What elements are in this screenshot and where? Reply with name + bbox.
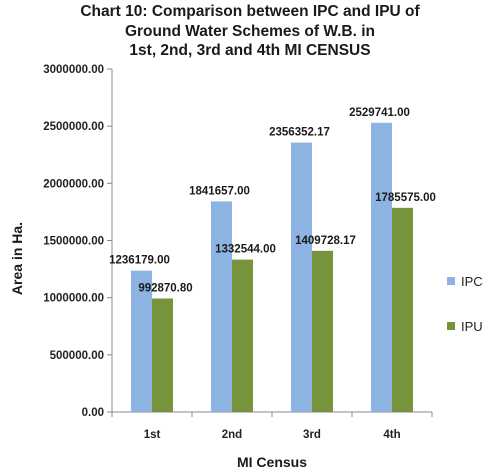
legend-label-ipc: IPC [461,274,483,289]
y-tick-label: 1500000.00 [43,236,104,248]
y-axis-title: Area in Ha. [9,222,25,295]
chart-title-line-3: 1st, 2nd, 3rd and 4th MI CENSUS [129,42,371,59]
data-label-ipu: 1785575.00 [375,192,436,204]
data-label-ipu: 1332544.00 [215,244,276,256]
bar-ipc [131,270,152,412]
data-label-ipu: 1409728.17 [295,235,356,247]
x-tick-label: 2nd [222,429,242,441]
chart-title-line-1: Chart 10: Comparison between IPC and IPU… [80,3,420,20]
bar-ipu [312,250,333,412]
data-label-ipc: 2529741.00 [349,107,410,119]
data-label-ipu: 992870.80 [138,282,192,294]
x-tick-label: 3rd [303,429,321,441]
chart-title-line-2: Ground Water Schemes of W.B. in [124,22,376,40]
y-tick-label: 500000.00 [50,350,104,362]
y-tick-label: 3000000.00 [43,64,104,76]
x-tick-label: 4th [383,429,400,441]
data-label-ipc: 1236179.00 [109,255,170,267]
bar-ipu [152,298,173,412]
x-tick-label: 1st [144,429,161,441]
bar-ipu [232,259,253,412]
legend-swatch-ipc [447,277,455,285]
bar-ipc [211,201,232,412]
data-label-ipc: 2356352.17 [269,127,330,139]
legend-label-ipu: IPU [461,319,483,334]
y-tick-label: 0.00 [82,407,104,419]
x-axis-title: MI Census [237,454,307,470]
legend-swatch-ipu [447,322,455,330]
data-label-ipc: 1841657.00 [189,185,250,197]
chart-title: Chart 10: Comparison between IPC and IPU… [0,2,500,61]
bar-ipc [371,122,392,412]
bar-ipc [291,142,312,413]
y-tick-label: 1000000.00 [43,293,104,305]
bar-ipu [392,207,413,412]
y-tick-label: 2000000.00 [43,178,104,190]
y-tick-label: 2500000.00 [43,121,104,133]
